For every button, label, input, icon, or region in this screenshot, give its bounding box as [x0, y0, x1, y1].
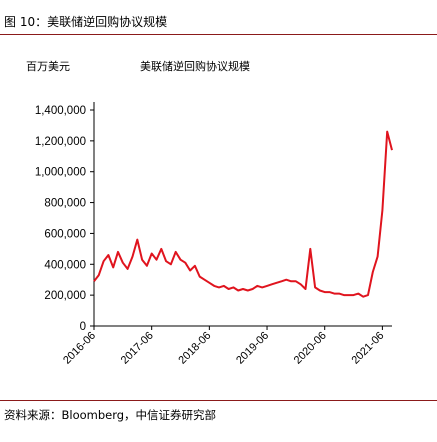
- figure-title: 图 10：美联储逆回购协议规模: [4, 15, 168, 29]
- bottom-divider: [0, 400, 437, 401]
- y-tick-label: 800,000: [44, 198, 86, 210]
- y-tick-label: 600,000: [44, 228, 86, 240]
- series-line: [93, 130, 393, 298]
- top-divider: [0, 34, 437, 35]
- x-tick-label: 2021-06: [349, 330, 386, 367]
- y-tick-label: 1,400,000: [35, 105, 86, 117]
- y-unit-label: 百万美元: [26, 60, 70, 73]
- x-tick-label: 2020-06: [292, 330, 329, 367]
- y-tick-label: 200,000: [44, 290, 86, 302]
- x-tick-label: 2016-06: [61, 330, 98, 367]
- source-note: 资料来源：Bloomberg，中信证券研究部: [4, 408, 217, 422]
- line-chart: 0 200,000 400,000 600,000 800,000 1,000,000 1,…: [35, 102, 393, 367]
- chart-title: 美联储逆回购协议规模: [140, 60, 250, 73]
- y-tick-label: 1,000,000: [35, 167, 86, 179]
- x-tick-label: 2018-06: [176, 330, 213, 367]
- x-tick-label: 2017-06: [119, 330, 156, 367]
- y-tick-label: 0: [80, 321, 86, 333]
- y-tick-label: 400,000: [44, 259, 86, 271]
- x-tick-label: 2019-06: [234, 330, 271, 367]
- y-tick-label: 1,200,000: [35, 136, 86, 148]
